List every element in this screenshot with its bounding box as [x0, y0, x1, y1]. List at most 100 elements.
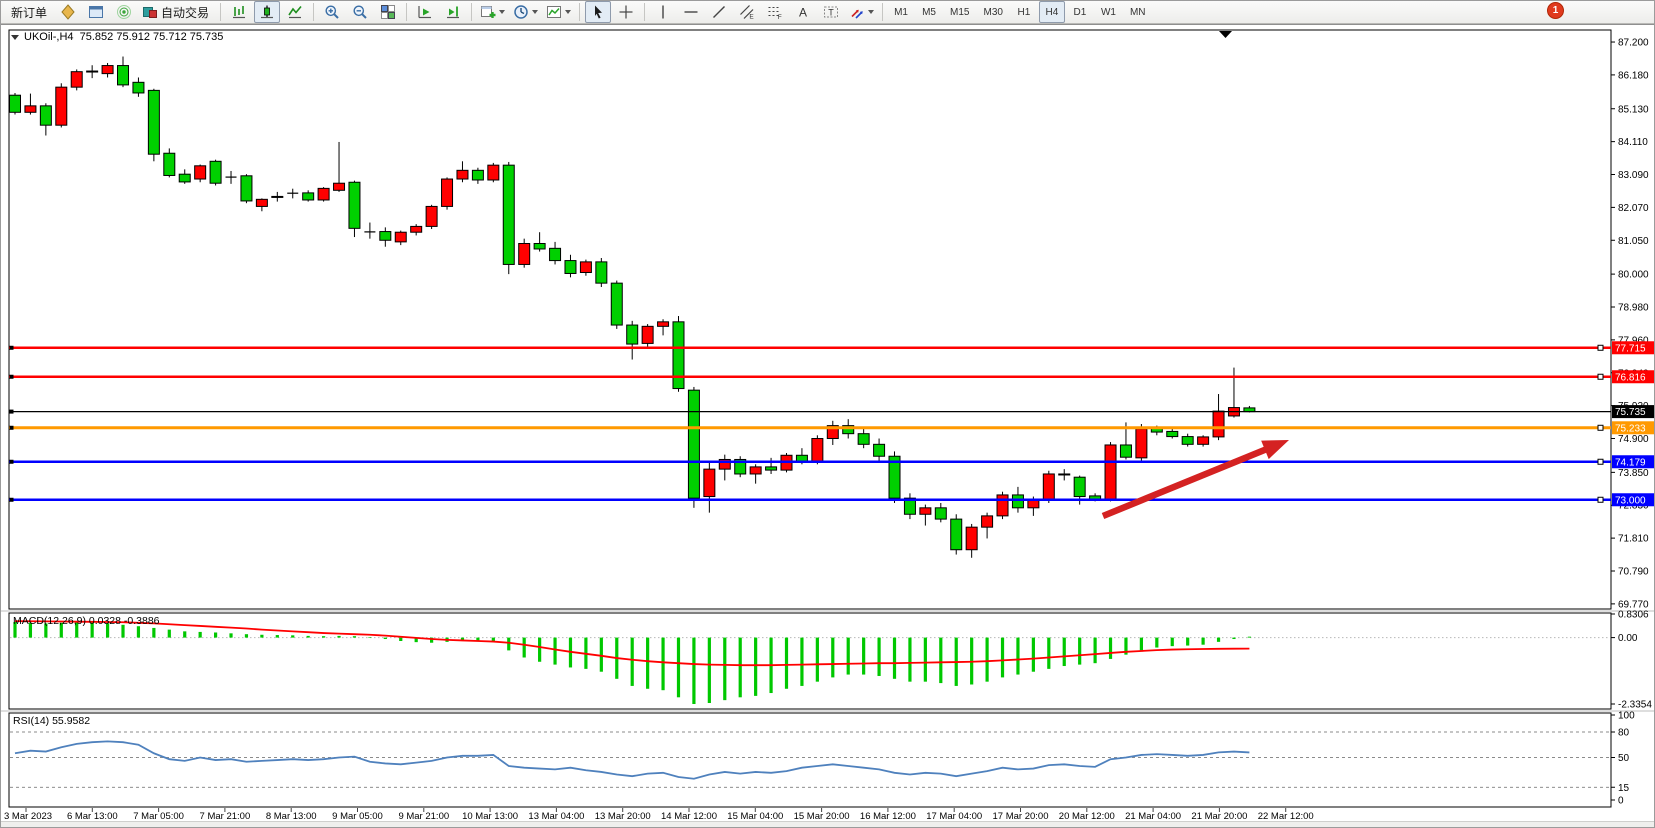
timeframe-button-m30[interactable]: M30 — [977, 1, 1008, 23]
trend-arrow[interactable] — [1101, 440, 1289, 520]
zoom-out-button[interactable] — [347, 1, 373, 23]
price-tick-label: 71.810 — [1618, 534, 1649, 545]
svg-text:T: T — [828, 8, 834, 18]
vertical-line-button[interactable] — [650, 1, 676, 23]
timeframe-button-mn[interactable]: MN — [1124, 1, 1152, 23]
candle — [487, 164, 500, 181]
timeframe-button-h4[interactable]: H4 — [1038, 1, 1065, 23]
candle — [996, 494, 1009, 517]
timeframe-button-w1[interactable]: W1 — [1095, 1, 1122, 23]
candle — [795, 454, 808, 462]
market-watch-button[interactable] — [55, 1, 81, 23]
new-order-button[interactable]: 新订单 — [5, 1, 53, 23]
new-order-icon — [61, 4, 75, 20]
navigator-button[interactable] — [83, 1, 109, 23]
crosshair-button[interactable] — [613, 1, 639, 23]
chart-title: UKOil-,H4 75.852 75.912 75.712 75.735 — [11, 31, 223, 43]
arrows-tool-button[interactable] — [846, 1, 877, 23]
chart-window: UKOil-,H4 75.852 75.912 75.712 75.735 MA… — [1, 24, 1655, 828]
dropdown-caret-icon[interactable] — [532, 10, 539, 14]
candle — [9, 94, 21, 113]
time-axis[interactable]: 3 Mar 2023 6 Mar 13:00 7 Mar 05:00 7 Mar 21… — [4, 808, 1314, 822]
dropdown-caret-icon[interactable] — [565, 10, 572, 14]
chart-menu-caret-icon[interactable] — [11, 35, 19, 40]
line-chart-button[interactable] — [282, 1, 308, 23]
price-tick-label: 85.130 — [1618, 104, 1649, 115]
crosshair-icon — [619, 5, 633, 19]
candle — [1197, 436, 1210, 445]
text-tool-button[interactable]: A — [790, 1, 816, 23]
horizontal-line-button[interactable] — [678, 1, 704, 23]
channel-button[interactable]: E — [734, 1, 760, 23]
candle — [564, 260, 577, 274]
fibonacci-button[interactable]: F — [762, 1, 788, 23]
chart-title-quote: 75.852 75.912 75.712 75.735 — [79, 31, 224, 43]
toolbar-separator — [471, 3, 473, 21]
macd-tick-label: 0.00 — [1618, 633, 1638, 644]
price-badge: 76.816 — [1615, 372, 1646, 383]
candle — [410, 225, 423, 233]
chart-shift-button[interactable] — [440, 1, 466, 23]
candlestick-chart-button[interactable] — [254, 1, 281, 23]
candle — [425, 205, 438, 227]
chart-canvas[interactable]: 87.200 86.180 85.130 84.110 83.090 82.070 81.0… — [1, 25, 1655, 828]
rsi-tick-label: 50 — [1618, 753, 1630, 764]
timeframe-label: H4 — [1045, 6, 1059, 18]
dropdown-caret-icon[interactable] — [499, 10, 506, 14]
price-axis[interactable]: 87.200 86.180 85.130 84.110 83.090 82.070 81.0… — [1611, 38, 1649, 611]
candle — [549, 247, 562, 262]
time-tick-label: 6 Mar 13:00 — [67, 811, 118, 822]
cursor-button[interactable] — [585, 1, 612, 23]
new-chart-button[interactable] — [477, 1, 508, 23]
macd-tick-label: 0.8306 — [1618, 609, 1649, 620]
candle — [163, 152, 176, 176]
timeframe-button-m5[interactable]: M5 — [916, 1, 942, 23]
tile-windows-button[interactable] — [375, 1, 401, 23]
auto-scroll-button[interactable] — [412, 1, 438, 23]
bar-chart-button[interactable] — [226, 1, 252, 23]
time-tick-label: 13 Mar 20:00 — [595, 811, 651, 822]
time-tick-label: 21 Mar 20:00 — [1191, 811, 1247, 822]
candle — [626, 324, 639, 345]
timeframe-button-m1[interactable]: M1 — [888, 1, 914, 23]
svg-text:F: F — [778, 14, 782, 20]
candle — [39, 105, 52, 126]
macd-panel[interactable]: 0.8306 0.00 -2.3354 — [10, 609, 1652, 710]
candle — [981, 515, 994, 528]
price-lines[interactable] — [9, 344, 1611, 503]
templates-button[interactable] — [543, 1, 574, 23]
glyph-only-icon: A — [799, 6, 807, 20]
candle — [888, 455, 901, 499]
candle — [1135, 428, 1148, 459]
new-chart-icon — [481, 6, 496, 18]
rsi-panel[interactable]: 100 80 50 15 0 — [10, 711, 1635, 807]
chart-shift-marker[interactable] — [1219, 31, 1232, 38]
candle — [641, 325, 654, 344]
label-tool-button[interactable]: T — [818, 1, 844, 23]
timeframe-button-m15[interactable]: M15 — [944, 1, 975, 23]
timeframe-button-h1[interactable]: H1 — [1011, 1, 1037, 23]
zoom-out-icon — [353, 5, 367, 19]
candle — [595, 261, 608, 284]
period-selector-button[interactable] — [510, 1, 541, 23]
candle — [1104, 444, 1117, 500]
candle — [55, 86, 68, 126]
trendline-button[interactable] — [706, 1, 732, 23]
signals-button[interactable] — [111, 1, 137, 23]
time-tick-label: 21 Mar 04:00 — [1125, 811, 1181, 822]
time-tick-label: 20 Mar 12:00 — [1059, 811, 1115, 822]
price-tick-label: 84.110 — [1618, 137, 1648, 148]
price-tick-label: 69.770 — [1618, 599, 1649, 610]
candle — [1042, 473, 1055, 501]
dropdown-caret-icon[interactable] — [868, 10, 875, 14]
candle — [1119, 444, 1132, 458]
candle — [132, 81, 145, 94]
autotrading-button[interactable]: 自动交易 — [139, 1, 215, 23]
vline-icon — [662, 5, 664, 19]
notification-badge[interactable]: 1 — [1547, 2, 1564, 19]
timeframe-button-d1[interactable]: D1 — [1067, 1, 1093, 23]
candle — [456, 169, 469, 180]
candle — [749, 466, 762, 475]
zoom-in-button[interactable] — [319, 1, 345, 23]
time-tick-label: 8 Mar 13:00 — [266, 811, 317, 822]
